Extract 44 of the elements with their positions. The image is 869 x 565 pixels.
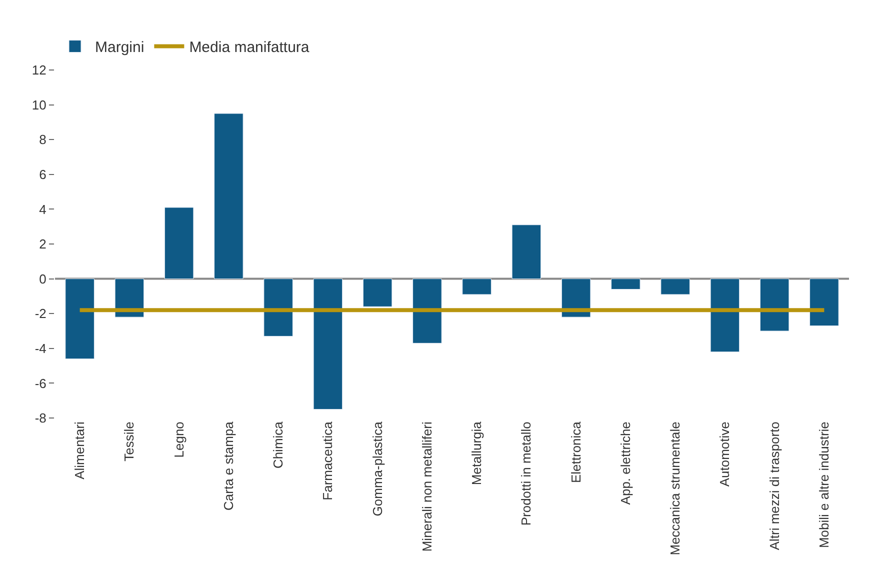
x-tick-label: Carta e stampa <box>220 420 236 510</box>
bar <box>512 224 542 280</box>
y-tick-label: 12 <box>32 62 46 78</box>
bar <box>313 278 343 410</box>
x-tick-label: Minerali non metalliferi <box>419 422 434 552</box>
y-tick-label: -4 <box>34 340 46 356</box>
x-tick-label: Elettronica <box>568 420 584 484</box>
x-tick-label: Automotive <box>717 422 732 487</box>
bar <box>462 278 492 295</box>
bar <box>660 278 690 295</box>
x-tick-label: Tessile <box>122 422 137 462</box>
y-tick-label: -6 <box>34 376 46 391</box>
bar <box>264 278 293 336</box>
bar <box>214 113 244 280</box>
y-tick-label: 2 <box>39 236 46 252</box>
y-tick-label: 4 <box>39 202 46 217</box>
bar <box>164 207 194 280</box>
x-tick-label: Metallurgia <box>469 420 484 486</box>
bar <box>760 278 790 332</box>
y-tick-label: -8 <box>34 410 46 426</box>
y-tick-label: 8 <box>39 132 46 148</box>
x-tick-label: Alimentari <box>72 421 88 480</box>
legend-label: Media manifattura <box>189 39 310 56</box>
bar <box>362 278 392 307</box>
bar <box>412 278 442 344</box>
bar <box>561 278 591 318</box>
y-tick-label: -2 <box>34 306 46 322</box>
x-tick-label: Farmaceutica <box>320 420 336 500</box>
x-tick-label: Legno <box>171 422 186 458</box>
x-tick-label: Gomma-plastica <box>370 420 385 516</box>
x-tick-label: Chimica <box>270 420 286 469</box>
y-tick-label: 10 <box>32 97 46 112</box>
legend-label: Margini <box>95 39 144 56</box>
y-tick-label: 6 <box>39 166 46 182</box>
y-tick-label: 0 <box>39 271 46 286</box>
bar <box>65 278 94 360</box>
x-tick-label: Mobili e altre industrie <box>816 422 832 548</box>
x-tick-label: Altri mezzi di trasporto <box>766 422 782 550</box>
x-tick-label: Prodotti in metallo <box>518 422 534 526</box>
bar <box>810 278 839 326</box>
x-tick-label: App. elettriche <box>618 422 633 505</box>
bar <box>611 278 640 290</box>
bar <box>710 278 740 352</box>
x-tick-label: Meccanica strumentale <box>668 422 683 556</box>
